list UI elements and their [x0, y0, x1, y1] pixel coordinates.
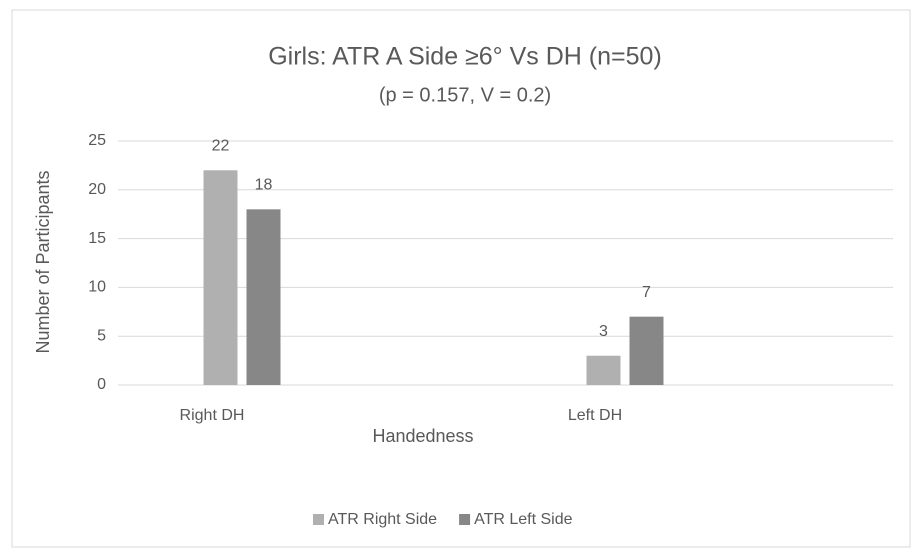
data-label: 3 — [599, 323, 608, 340]
bar — [586, 355, 621, 385]
x-tick-label: Right DH — [180, 407, 245, 424]
y-tick-label: 0 — [97, 376, 106, 393]
data-label: 7 — [642, 284, 651, 301]
data-label: 18 — [255, 177, 273, 194]
legend-label: ATR Left Side — [474, 511, 573, 528]
y-tick-label: 10 — [88, 279, 106, 296]
y-tick-label: 25 — [88, 132, 106, 149]
bar — [629, 316, 664, 385]
chart-subtitle: (p = 0.157, V = 0.2) — [379, 84, 551, 106]
y-tick-label: 5 — [97, 327, 106, 344]
y-tick-label: 20 — [88, 181, 106, 198]
chart-title: Girls: ATR A Side ≥6° Vs DH (n=50) — [268, 43, 662, 71]
bar — [246, 209, 281, 385]
bar — [203, 170, 238, 385]
legend-label: ATR Right Side — [328, 511, 437, 528]
y-axis-label: Number of Participants — [33, 170, 53, 353]
y-tick-label: 15 — [88, 230, 106, 247]
x-tick-label: Left DH — [568, 407, 622, 424]
x-axis-label: Handedness — [372, 426, 473, 446]
legend-swatch — [313, 514, 324, 525]
legend-swatch — [459, 514, 471, 525]
data-label: 22 — [212, 137, 230, 154]
chart-border — [11, 9, 911, 548]
